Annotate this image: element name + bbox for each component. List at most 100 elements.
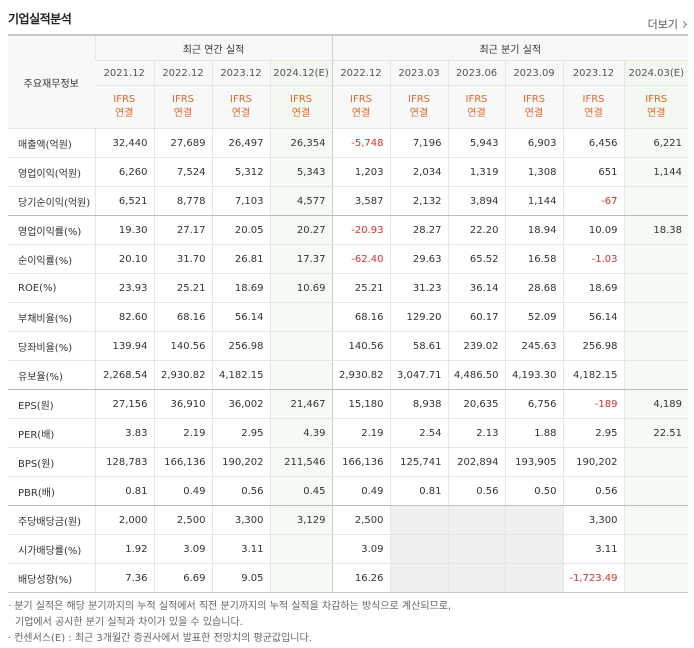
value-cell: 125,741 <box>389 447 448 477</box>
row-label: 유보율(%) <box>8 360 95 390</box>
value-cell: 190,202 <box>211 447 270 477</box>
value-cell: 15,180 <box>331 389 390 419</box>
value-cell: 68.16 <box>331 302 390 332</box>
basis-header: IFRS 연결 <box>504 85 563 129</box>
value-cell: 5,312 <box>211 157 270 187</box>
value-cell: 128,783 <box>94 447 154 477</box>
value-cell: 52.09 <box>504 302 563 332</box>
value-cell: 36,002 <box>211 389 270 419</box>
value-cell: 0.50 <box>504 476 563 506</box>
table-head: 주요재무정보 최근 연간 실적 최근 분기 실적 2021.12 2022.12 2… <box>8 34 688 129</box>
value-cell: 36,910 <box>153 389 212 419</box>
value-cell: 20.10 <box>94 244 154 274</box>
value-cell: 6,221 <box>623 128 688 158</box>
basis-header: IFRS 연결 <box>269 85 332 129</box>
row-label: 배당성향(%) <box>8 563 95 593</box>
data-row: 유보율(%) 2,268.54 2,930.82 4,182.15 2,930.82 3,… <box>8 360 688 390</box>
data-row: EPS(원) 27,156 36,910 36,002 21,467 15,180 8,93… <box>8 389 688 419</box>
value-cell: 23.93 <box>94 273 154 303</box>
value-cell <box>623 563 688 593</box>
data-row: 당좌비율(%) 139.94 140.56 256.98 140.56 58.61 239.… <box>8 331 688 361</box>
value-cell: 60.17 <box>447 302 505 332</box>
data-row: 시가배당률(%) 1.92 3.09 3.11 3.09 3.11 <box>8 534 688 564</box>
value-cell <box>623 186 688 216</box>
value-cell: 19.30 <box>94 215 154 245</box>
basis-header: IFRS 연결 <box>95 85 154 129</box>
value-cell <box>504 563 563 593</box>
value-cell: 20.05 <box>211 215 270 245</box>
value-cell <box>447 505 505 535</box>
value-cell: -20.93 <box>331 215 390 245</box>
row-label: ROE(%) <box>8 273 95 303</box>
value-cell <box>504 505 563 535</box>
value-cell: -62.40 <box>331 244 390 274</box>
value-cell: 3,300 <box>562 505 624 535</box>
value-cell: 6,260 <box>94 157 154 187</box>
value-cell: 7,103 <box>211 186 270 216</box>
value-cell: 21,467 <box>269 389 332 419</box>
value-cell: 27.17 <box>153 215 212 245</box>
value-cell: 193,905 <box>504 447 563 477</box>
value-cell <box>389 534 448 564</box>
value-cell: 28.68 <box>504 273 563 303</box>
row-label: 영업이익률(%) <box>8 215 95 245</box>
data-row: PBR(배) 0.81 0.49 0.56 0.45 0.49 0.81 0.56 0.50 0.… <box>8 476 688 506</box>
value-cell <box>623 331 688 361</box>
value-cell: 22.20 <box>447 215 505 245</box>
value-cell: 10.09 <box>562 215 624 245</box>
data-row: 배당성향(%) 7.36 6.69 9.05 16.26 -1,723.49 <box>8 563 688 593</box>
value-cell: 9.05 <box>211 563 270 593</box>
value-cell: 1,308 <box>504 157 563 187</box>
row-label: 순이익률(%) <box>8 244 95 274</box>
value-cell: 129.20 <box>389 302 448 332</box>
footnote-line: 기업에서 공시한 분기 실적과 차이가 있을 수 있습니다. <box>15 617 243 628</box>
more-link[interactable]: 더보기 <box>648 16 686 32</box>
basis-header: IFRS 연결 <box>447 85 505 129</box>
value-cell: 8,938 <box>389 389 448 419</box>
value-cell: 166,136 <box>153 447 212 477</box>
basis-header: IFRS 연결 <box>153 85 212 129</box>
period-header: 2023.06 <box>447 60 505 86</box>
period-header: 2023.12 <box>211 60 270 86</box>
basis-header: IFRS 연결 <box>389 85 448 129</box>
value-cell: 27,689 <box>153 128 212 158</box>
value-cell: 202,894 <box>447 447 505 477</box>
value-cell <box>269 563 332 593</box>
value-cell: 190,202 <box>562 447 624 477</box>
consolidation-scope: 연결 <box>291 108 311 119</box>
row-label: BPS(원) <box>8 447 95 477</box>
value-cell: 3.83 <box>94 418 154 448</box>
value-cell: 8,778 <box>153 186 212 216</box>
header-row: 2021.12 2022.12 2023.12 2024.12(E) 2022.12 20… <box>8 60 688 86</box>
table-body: 매출액(억원) 32,440 27,689 26,497 26,354 -5,748 7,1… <box>8 128 688 593</box>
basis-header: IFRS 연결 <box>623 85 688 129</box>
value-cell: 5,343 <box>269 157 332 187</box>
section-title: 기업실적분석 <box>8 12 72 26</box>
value-cell: 7.36 <box>94 563 154 593</box>
value-cell: 6,521 <box>94 186 154 216</box>
value-cell: 7,524 <box>153 157 212 187</box>
value-cell: 1.88 <box>504 418 563 448</box>
value-cell: 1,203 <box>331 157 390 187</box>
data-row: ROE(%) 23.93 25.21 18.69 10.69 25.21 31.23 36.1… <box>8 273 688 303</box>
accounting-standard: IFRS <box>582 94 605 105</box>
value-cell <box>504 534 563 564</box>
value-cell: 0.45 <box>269 476 332 506</box>
basis-header: IFRS 연결 <box>562 85 624 129</box>
value-cell: 27,156 <box>94 389 154 419</box>
value-cell <box>269 331 332 361</box>
consolidation-scope: 연결 <box>524 108 544 119</box>
value-cell: 2.54 <box>389 418 448 448</box>
accounting-standard: IFRS <box>172 94 194 105</box>
value-cell: 0.49 <box>331 476 390 506</box>
value-cell: 2,930.82 <box>331 360 390 390</box>
consolidation-scope: 연결 <box>647 108 666 119</box>
financial-table: 주요재무정보 최근 연간 실적 최근 분기 실적 2021.12 2022.12 2… <box>8 34 688 593</box>
value-cell: 2,930.82 <box>153 360 212 390</box>
value-cell: 211,546 <box>269 447 332 477</box>
row-label: 영업이익(억원) <box>8 157 95 187</box>
group-header: 최근 분기 실적 <box>331 34 688 61</box>
value-cell: 2.19 <box>331 418 390 448</box>
consolidation-scope: 연결 <box>409 108 429 119</box>
period-header: 2024.03(E) <box>623 60 688 86</box>
